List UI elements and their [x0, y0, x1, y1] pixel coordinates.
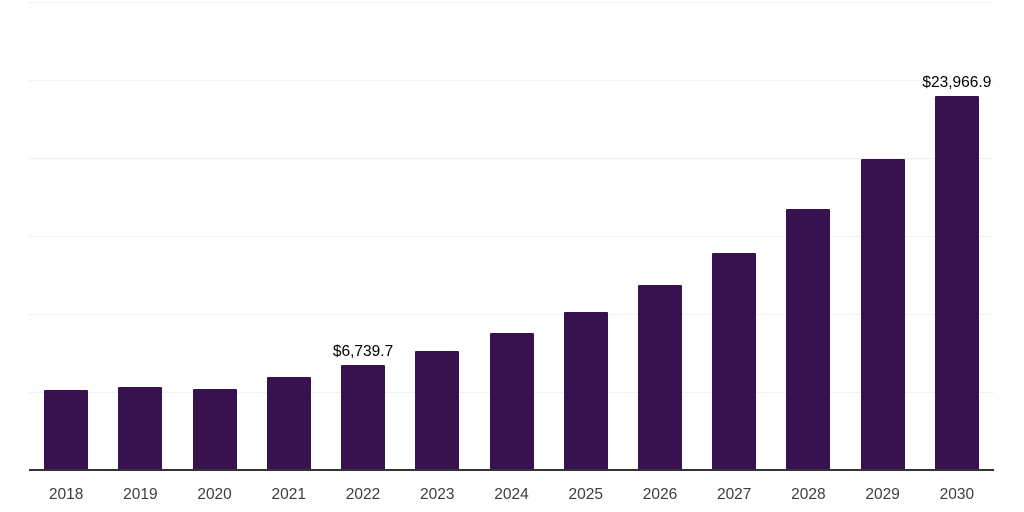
x-tick-label-2020: 2020: [197, 486, 232, 503]
x-tick-label-2026: 2026: [642, 486, 678, 503]
gridline: [29, 80, 994, 81]
x-tick-label-2025: 2025: [568, 486, 603, 503]
bar-2021[interactable]: [266, 376, 311, 470]
bar-2023[interactable]: [415, 350, 460, 470]
gridline: [29, 314, 994, 315]
bar-2019[interactable]: [118, 386, 163, 470]
bar-2024[interactable]: [489, 332, 534, 470]
bar-2020[interactable]: [192, 389, 237, 470]
x-tick-label-2029: 2029: [865, 486, 900, 503]
gridline: [29, 2, 994, 3]
x-tick-label-2024: 2024: [494, 486, 529, 503]
x-tick-label-2021: 2021: [271, 486, 307, 503]
x-tick-label-2027: 2027: [716, 486, 752, 503]
gridline: [29, 236, 994, 237]
x-tick-label-2019: 2019: [123, 486, 158, 503]
bar-2026[interactable]: [637, 285, 682, 470]
x-tick-label-2030: 2030: [939, 486, 975, 503]
x-tick-label-2028: 2028: [791, 486, 826, 503]
bar-2028[interactable]: [786, 209, 831, 470]
x-tick-label-2023: 2023: [420, 486, 455, 503]
bar-2027[interactable]: [712, 252, 757, 470]
x-axis-line: [29, 469, 994, 471]
bar-2018[interactable]: [44, 389, 89, 470]
x-tick-label-2018: 2018: [48, 486, 84, 503]
data-label-2030: $23,966.9: [922, 74, 992, 92]
bar-2025[interactable]: [563, 311, 608, 470]
gridline: [29, 158, 994, 159]
x-tick-label-2022: 2022: [345, 486, 381, 503]
data-label-2022: $6,739.7: [332, 342, 394, 360]
bar-2030[interactable]: [934, 96, 979, 470]
bar-2029[interactable]: [860, 159, 905, 470]
bar-2022[interactable]: [341, 364, 386, 470]
